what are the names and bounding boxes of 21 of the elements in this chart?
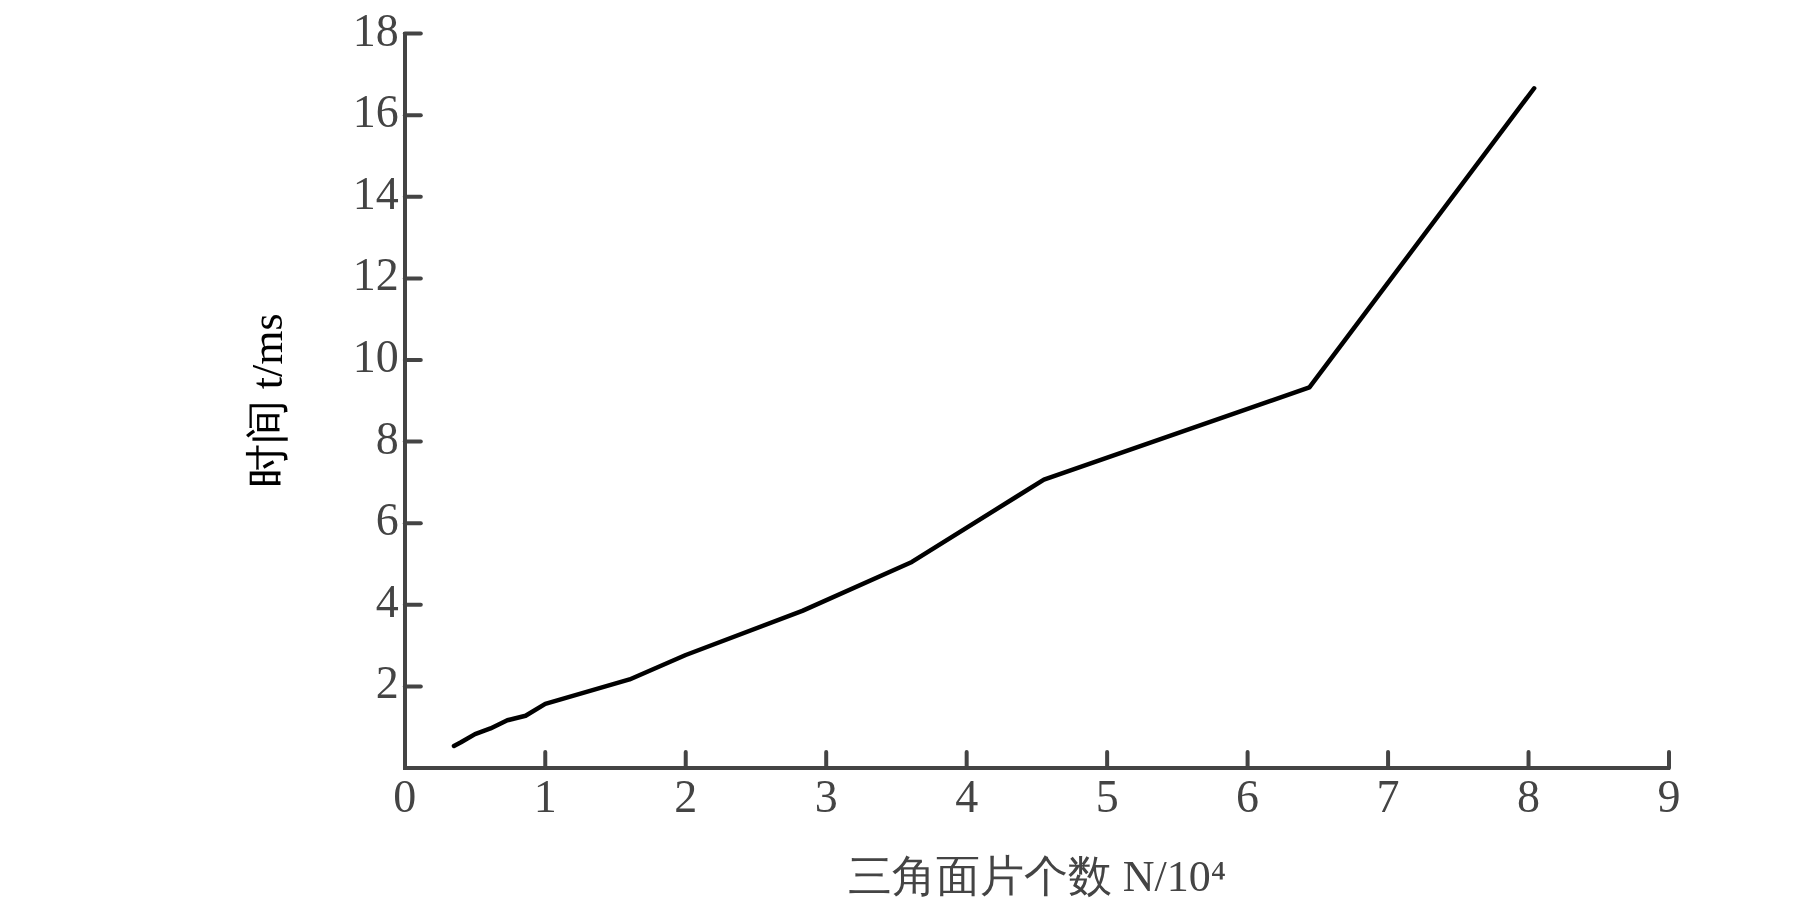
- y-tick-label: 2: [375, 657, 399, 709]
- x-tick-label: 8: [1517, 770, 1541, 822]
- x-tick-label: 4: [955, 770, 979, 822]
- x-tick-label: 6: [1236, 770, 1260, 822]
- y-tick-label: 12: [352, 249, 399, 301]
- y-tick-label: 6: [375, 494, 399, 546]
- y-tick-label: 18: [352, 4, 399, 56]
- y-tick-label: 4: [375, 575, 399, 627]
- y-tick-label: 16: [352, 86, 399, 138]
- x-tick-label: 7: [1376, 770, 1400, 822]
- y-tick-label: 14: [352, 167, 399, 219]
- x-tick-label: 5: [1095, 770, 1119, 822]
- x-tick-label: 2: [674, 770, 698, 822]
- x-tick-label: 0: [393, 770, 417, 822]
- x-tick-label: 1: [533, 770, 557, 822]
- y-tick-label: 10: [352, 331, 399, 383]
- x-tick-label: 9: [1657, 770, 1681, 822]
- x-tick-label: 3: [814, 770, 838, 822]
- y-tick-label: 8: [375, 412, 399, 464]
- x-axis-title: 三角面片个数 N/10⁴: [847, 852, 1227, 902]
- y-axis-title: 时间 t/ms: [242, 313, 292, 489]
